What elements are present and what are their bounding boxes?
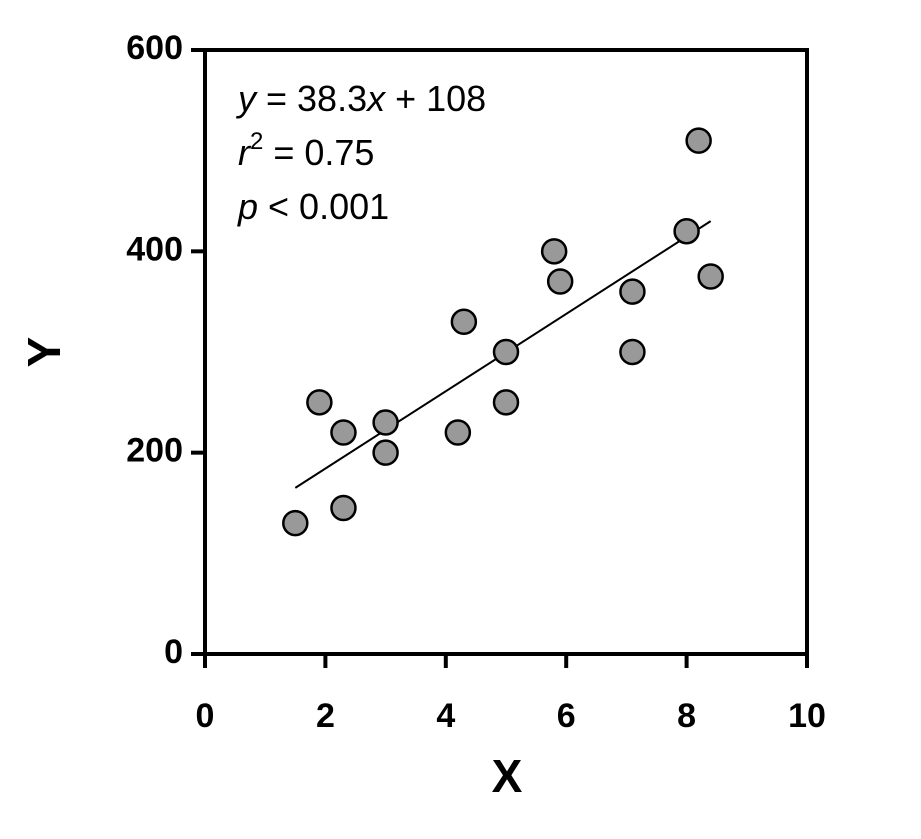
plot-frame [203, 48, 809, 656]
point [492, 338, 520, 366]
point [282, 509, 309, 537]
annotation-part: = 38.3 [256, 78, 367, 119]
annotation-part: r [238, 132, 252, 173]
x-tick-label: 8 [677, 697, 696, 735]
point [546, 268, 574, 295]
y-tick-label: 200 [126, 432, 183, 470]
annotation-part: x [365, 78, 387, 119]
point [372, 409, 399, 436]
x-tick-label: 6 [557, 697, 576, 735]
x-tick-label: 2 [316, 697, 335, 735]
x-tick-label: 4 [436, 697, 455, 735]
point [685, 127, 712, 154]
y-tick-label: 600 [126, 29, 183, 67]
annotation-part: y [235, 78, 258, 119]
point [697, 263, 724, 290]
annotation-part: 2 [250, 128, 263, 155]
y-tick-label: 400 [126, 230, 183, 268]
point [673, 217, 700, 245]
point [540, 238, 568, 265]
point [330, 494, 357, 522]
annotation: y = 38.3x + 108 [235, 78, 486, 119]
x-tick-label: 0 [196, 697, 215, 735]
annotation-part: = 0.75 [263, 132, 374, 173]
annotation-part: < 0.001 [258, 186, 389, 227]
point [330, 419, 357, 446]
point [306, 389, 333, 416]
point [619, 338, 646, 366]
annotation: r2 = 0.75 [238, 128, 374, 172]
point [450, 308, 478, 336]
x-tick-label: 10 [788, 697, 826, 735]
annotation-part: + 108 [385, 78, 486, 119]
y-tick-label: 0 [164, 633, 183, 671]
point [372, 439, 399, 466]
y-axis-title: Y [18, 337, 70, 368]
x-axis-title: X [492, 750, 523, 802]
point [492, 389, 520, 416]
point [619, 278, 646, 305]
annotation: p < 0.001 [237, 186, 389, 227]
point [444, 419, 472, 446]
annotation-part: p [237, 186, 258, 227]
